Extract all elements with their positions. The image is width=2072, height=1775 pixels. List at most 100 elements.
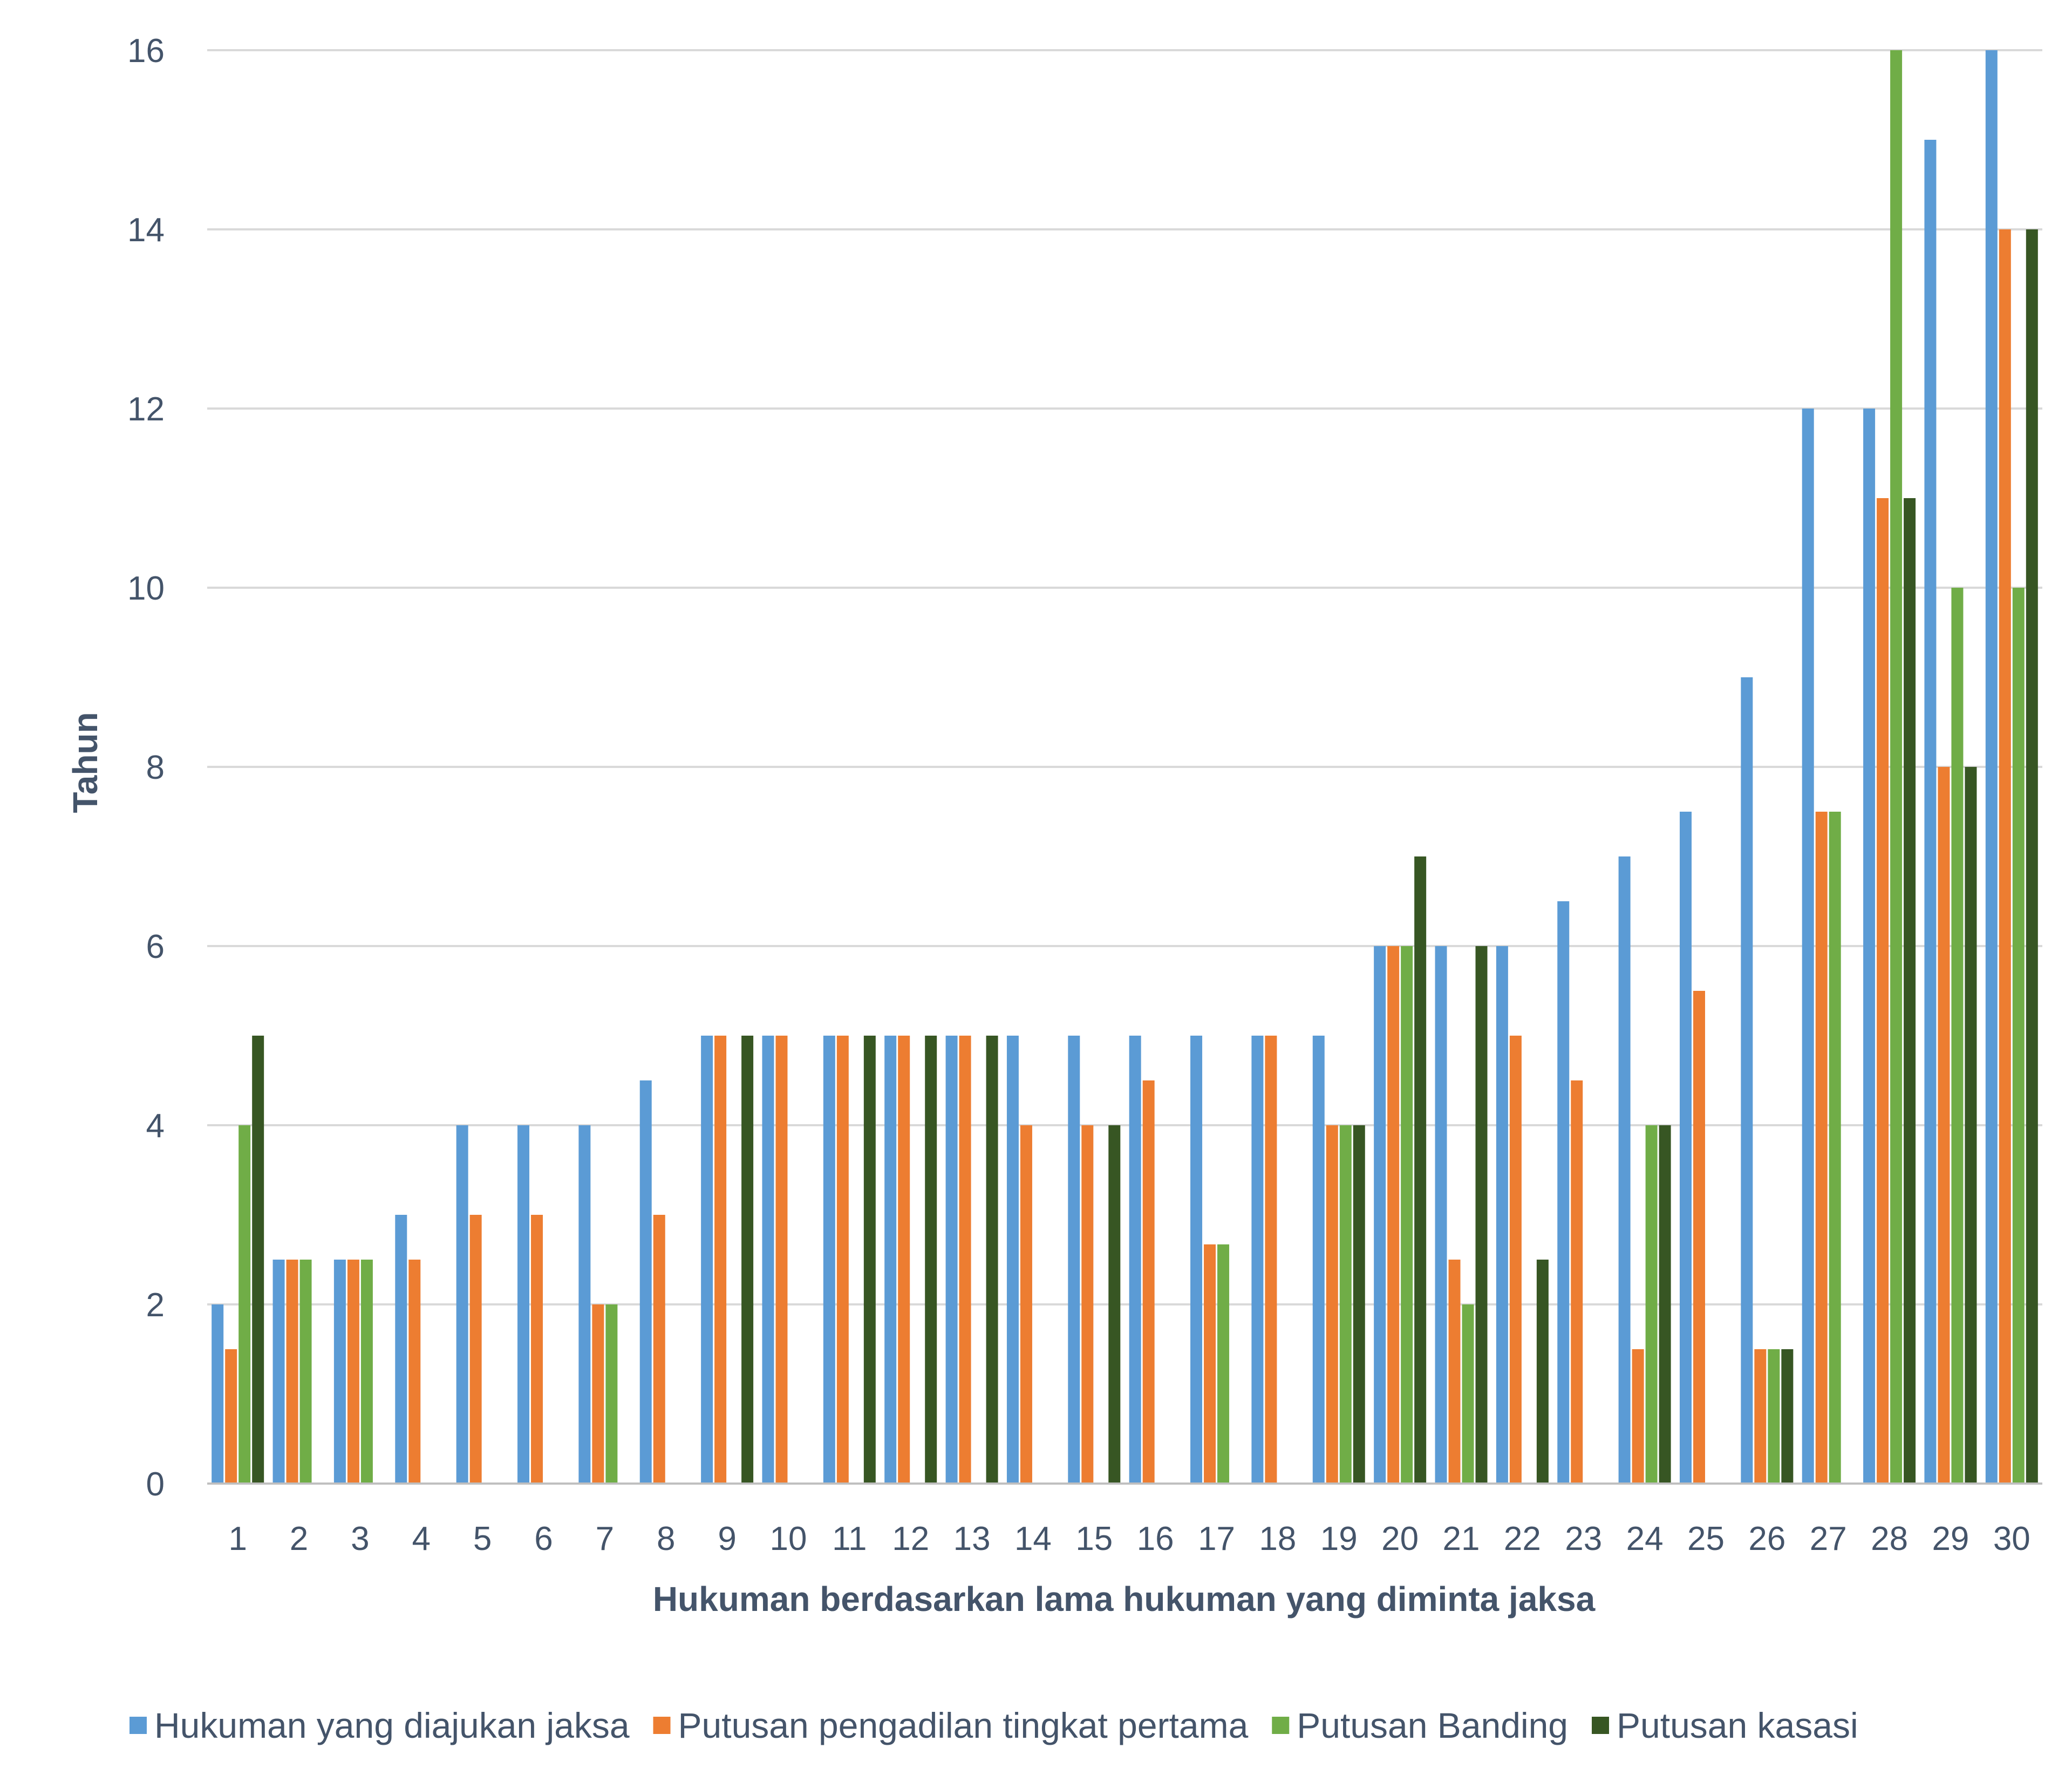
bar-series-2-cat-10 — [775, 1036, 788, 1484]
bar-series-2-cat-1 — [225, 1349, 237, 1484]
y-tick-label-10: 10 — [127, 570, 165, 607]
x-tick-label-23: 23 — [1565, 1520, 1602, 1558]
bar-series-1-cat-26 — [1741, 677, 1753, 1484]
bar-series-1-cat-30 — [1985, 50, 1998, 1484]
bar-series-1-cat-14 — [1006, 1036, 1019, 1484]
bar-series-2-cat-29 — [1938, 767, 1950, 1484]
legend-swatch-3 — [1272, 1717, 1290, 1734]
bar-series-4-cat-29 — [1965, 767, 1977, 1484]
bar-series-2-cat-28 — [1877, 498, 1889, 1484]
legend-swatch-2 — [653, 1717, 671, 1734]
y-tick-label-0: 0 — [146, 1466, 165, 1503]
legend-swatch-4 — [1592, 1717, 1610, 1734]
bar-series-1-cat-17 — [1190, 1036, 1203, 1484]
bar-series-1-cat-21 — [1435, 946, 1447, 1484]
bar-series-1-cat-11 — [823, 1036, 835, 1484]
bar-series-2-cat-16 — [1142, 1080, 1155, 1484]
x-axis-ticks: 1 2 3 4 5 6 7 8 9 10 11 12 13 14 15 16 17 18 19 20 21 22 23 24 2… — [228, 1520, 2030, 1558]
bar-series-4-cat-13 — [986, 1036, 998, 1484]
bar-series-3-cat-26 — [1768, 1349, 1780, 1484]
bar-series-2-cat-5 — [469, 1215, 482, 1484]
x-tick-label-2: 2 — [290, 1520, 308, 1558]
x-tick-label-13: 13 — [953, 1520, 991, 1558]
y-tick-label-16: 16 — [127, 32, 165, 70]
x-tick-label-21: 21 — [1443, 1520, 1480, 1558]
bar-series-1-cat-9 — [701, 1036, 713, 1484]
bar-series-4-cat-24 — [1659, 1125, 1671, 1484]
bar-series-1-cat-25 — [1679, 812, 1692, 1484]
bar-series-1-cat-1 — [212, 1304, 224, 1484]
x-tick-label-1: 1 — [228, 1520, 247, 1558]
bar-series-4-cat-30 — [2026, 229, 2038, 1484]
x-tick-label-28: 28 — [1871, 1520, 1908, 1558]
bar-series-1-cat-19 — [1312, 1036, 1325, 1484]
x-tick-label-4: 4 — [412, 1520, 431, 1558]
bar-series-2-cat-18 — [1265, 1036, 1277, 1484]
legend: Hukuman yang diajukan jaksa Putusan penga… — [130, 1705, 1858, 1745]
bar-series-4-cat-11 — [863, 1036, 876, 1484]
bar-series-3-cat-19 — [1339, 1125, 1352, 1484]
x-tick-label-5: 5 — [473, 1520, 492, 1558]
bar-series-2-cat-13 — [959, 1036, 971, 1484]
bar-series-2-cat-23 — [1571, 1080, 1583, 1484]
x-tick-label-18: 18 — [1259, 1520, 1296, 1558]
bar-series-1-cat-7 — [578, 1125, 591, 1484]
bar-series-1-cat-18 — [1251, 1036, 1264, 1484]
bar-series-2-cat-24 — [1632, 1349, 1644, 1484]
bar-series-2-cat-20 — [1387, 946, 1400, 1484]
bar-series-1-cat-4 — [395, 1215, 407, 1484]
legend-label-4: Putusan kasasi — [1617, 1705, 1858, 1745]
bar-series-1-cat-29 — [1924, 140, 1937, 1484]
bar-series-1-cat-6 — [517, 1125, 530, 1484]
y-axis-title: Tahun — [66, 712, 105, 813]
y-tick-label-6: 6 — [146, 928, 165, 965]
bar-series-1-cat-24 — [1618, 856, 1631, 1484]
x-tick-label-17: 17 — [1198, 1520, 1235, 1558]
legend-label-2: Putusan pengadilan tingkat pertama — [678, 1705, 1249, 1745]
bar-series-1-cat-20 — [1374, 946, 1386, 1484]
y-tick-label-2: 2 — [146, 1287, 165, 1324]
bar-series-4-cat-22 — [1536, 1260, 1549, 1484]
x-tick-label-20: 20 — [1381, 1520, 1419, 1558]
bar-series-2-cat-17 — [1204, 1244, 1216, 1484]
bar-series-2-cat-15 — [1081, 1125, 1094, 1484]
bar-series-3-cat-20 — [1401, 946, 1413, 1484]
bar-series-4-cat-26 — [1781, 1349, 1794, 1484]
x-tick-label-12: 12 — [892, 1520, 929, 1558]
bar-series-1-cat-3 — [333, 1260, 346, 1484]
bar-series-2-cat-30 — [1999, 229, 2011, 1484]
bar-series-3-cat-17 — [1217, 1244, 1230, 1484]
bar-series-2-cat-7 — [592, 1304, 604, 1484]
bar-series-2-cat-3 — [347, 1260, 359, 1484]
bar-series-1-cat-10 — [762, 1036, 774, 1484]
legend-swatch-1 — [130, 1717, 147, 1734]
bar-series-3-cat-21 — [1462, 1304, 1474, 1484]
x-tick-label-24: 24 — [1626, 1520, 1664, 1558]
bar-series-1-cat-15 — [1068, 1036, 1080, 1484]
bar-series-4-cat-21 — [1475, 946, 1488, 1484]
bar-series-3-cat-2 — [299, 1260, 312, 1484]
y-tick-label-12: 12 — [127, 391, 165, 428]
x-tick-label-27: 27 — [1810, 1520, 1847, 1558]
bar-series-2-cat-21 — [1448, 1260, 1461, 1484]
bar-series-3-cat-28 — [1890, 50, 1903, 1484]
bar-series-2-cat-9 — [714, 1036, 727, 1484]
x-tick-label-9: 9 — [718, 1520, 736, 1558]
bar-series-3-cat-24 — [1645, 1125, 1658, 1484]
bar-series-4-cat-9 — [741, 1036, 754, 1484]
x-tick-label-30: 30 — [1993, 1520, 2030, 1558]
bar-series-4-cat-12 — [925, 1036, 937, 1484]
x-tick-label-7: 7 — [596, 1520, 614, 1558]
bars — [212, 50, 2038, 1484]
legend-label-3: Putusan Banding — [1297, 1705, 1568, 1745]
x-tick-label-25: 25 — [1687, 1520, 1725, 1558]
bar-series-1-cat-23 — [1557, 901, 1570, 1484]
gridlines — [207, 49, 2042, 1305]
bar-series-2-cat-8 — [653, 1215, 665, 1484]
x-tick-label-22: 22 — [1504, 1520, 1541, 1558]
bar-series-4-cat-15 — [1108, 1125, 1121, 1484]
bar-series-1-cat-16 — [1129, 1036, 1141, 1484]
bar-series-2-cat-26 — [1754, 1349, 1767, 1484]
bar-series-3-cat-3 — [360, 1260, 373, 1484]
bar-series-3-cat-27 — [1829, 812, 1841, 1484]
